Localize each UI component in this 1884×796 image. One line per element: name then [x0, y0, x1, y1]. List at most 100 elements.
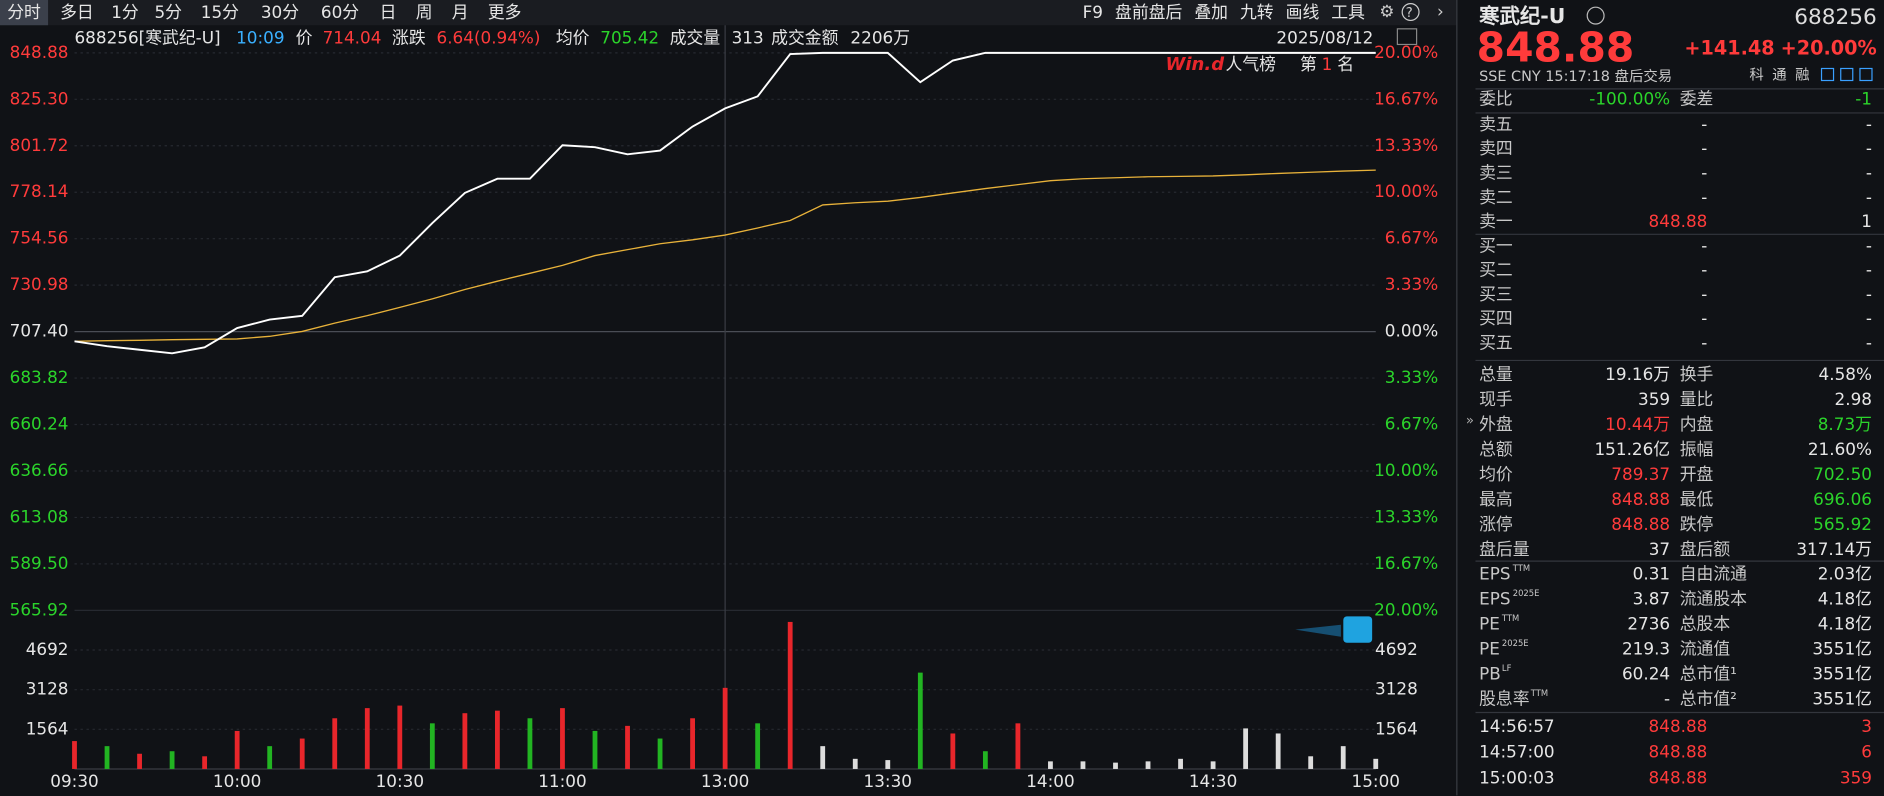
diff: -1	[1855, 89, 1872, 109]
fund-value: 3.87	[1633, 588, 1670, 608]
volume-tick-label-right: 1564	[1375, 718, 1418, 738]
fund-value: 3551亿	[1812, 638, 1872, 658]
order-volume: -	[1866, 187, 1872, 207]
order-price: -	[1701, 162, 1707, 182]
y-pct-label: 13.33%	[1374, 506, 1438, 526]
info-time: 10:09	[236, 27, 284, 47]
add-icon[interactable]	[1859, 67, 1873, 82]
volume-tick-label-right: 3128	[1375, 679, 1418, 699]
volume-bar	[169, 751, 175, 769]
y-pct-label: 20.00%	[1374, 599, 1438, 619]
volume-bar	[267, 746, 273, 769]
ratio: -100.00%	[1589, 89, 1670, 109]
order-volume: -	[1866, 162, 1872, 182]
stat-label: 均价	[1479, 464, 1513, 484]
fund-label-sup: TTM	[1501, 613, 1519, 623]
float-widget[interactable]	[1343, 616, 1373, 643]
y-pct-label: 20.00%	[1374, 42, 1438, 62]
order-price: 848.88	[1649, 211, 1708, 231]
y-tick-label: 683.82	[10, 367, 69, 387]
tab[interactable]: 5分	[154, 2, 182, 22]
tool-button[interactable]: 盘前盘后	[1115, 2, 1182, 22]
order-volume: -	[1866, 284, 1872, 304]
x-tick-label: 09:30	[50, 771, 98, 791]
order-level: 买三	[1479, 284, 1513, 304]
tool-button[interactable]: F9	[1083, 2, 1103, 22]
fund-value: 60.24	[1622, 663, 1670, 683]
tab[interactable]: 15分	[201, 2, 239, 22]
stat-label: 总量	[1479, 364, 1513, 384]
trade-price: 848.88	[1649, 716, 1708, 736]
flag: 通	[1772, 67, 1786, 84]
volume-bar	[1113, 762, 1118, 769]
volume-bar	[560, 708, 565, 769]
stat-value: 8.73万	[1818, 414, 1872, 434]
tab[interactable]: 更多	[488, 2, 522, 22]
ratio-label: 委比	[1479, 89, 1513, 109]
tool-button[interactable]: 画线	[1286, 2, 1320, 22]
y-tick-label: 801.72	[10, 135, 69, 155]
volume-bar	[917, 672, 923, 769]
order-price: -	[1701, 260, 1707, 280]
stat-label: 振幅	[1680, 439, 1714, 459]
volume-tick-label: 1564	[26, 718, 69, 738]
stat-value: 10.44万	[1605, 414, 1670, 434]
fund-label: PE	[1479, 613, 1500, 633]
wp-icon[interactable]	[1396, 28, 1418, 46]
tab[interactable]: 日	[380, 2, 397, 22]
order-price: -	[1701, 308, 1707, 328]
fund-label: 总市值¹	[1680, 663, 1737, 683]
edit-icon[interactable]	[1820, 67, 1835, 82]
order-level: 买五	[1479, 332, 1513, 352]
info-icon[interactable]	[1586, 6, 1605, 25]
badge-rank-prefix: 第	[1300, 54, 1317, 74]
tab[interactable]: 多日	[60, 2, 94, 22]
stat-value: 4.58%	[1819, 364, 1872, 384]
volume-bar	[1015, 723, 1021, 769]
fund-label: EPS	[1479, 588, 1510, 608]
order-volume: -	[1866, 308, 1872, 328]
stock-name: 寒武纪-U	[1479, 4, 1565, 28]
fund-label: PB	[1479, 663, 1501, 683]
tab[interactable]: 30分	[261, 2, 299, 22]
tab[interactable]: 月	[452, 2, 469, 22]
tool-button[interactable]: 叠加	[1194, 2, 1228, 22]
settings-icon[interactable]: ⚙	[1379, 1, 1394, 21]
tab[interactable]: 60分	[321, 2, 359, 22]
window-icon[interactable]	[1840, 67, 1854, 82]
tab[interactable]: 分时	[7, 2, 41, 22]
help-icon[interactable]	[1401, 3, 1420, 22]
flag: 融	[1795, 67, 1809, 84]
stat-value: 151.26亿	[1594, 439, 1670, 459]
tab-active	[0, 0, 49, 26]
y-pct-label: 10.00%	[1374, 460, 1438, 480]
tool-button[interactable]: 工具	[1331, 2, 1365, 22]
order-level: 买二	[1479, 260, 1513, 280]
volume-bar	[397, 705, 403, 769]
tab[interactable]: 1分	[111, 2, 139, 22]
collapse-arrow[interactable]: »	[1466, 414, 1474, 429]
tool-button[interactable]: 九转	[1240, 2, 1274, 22]
next-icon[interactable]: ›	[1437, 1, 1444, 21]
trade-price: 848.88	[1649, 768, 1708, 788]
fund-value: 0.31	[1633, 563, 1670, 583]
stat-label: 换手	[1680, 364, 1714, 384]
trade-volume: 359	[1840, 768, 1872, 788]
fund-value: 3551亿	[1812, 688, 1872, 708]
order-level: 卖五	[1479, 114, 1513, 134]
volume-bar	[885, 760, 891, 769]
y-pct-label: 3.33%	[1385, 274, 1438, 294]
tab[interactable]: 周	[416, 2, 433, 22]
fund-value: 4.18亿	[1818, 588, 1872, 608]
stat-value: 702.50	[1813, 464, 1872, 484]
volume-bar	[950, 733, 956, 769]
y-tick-label: 636.66	[10, 460, 69, 480]
info-avg-label: 均价	[556, 27, 590, 47]
y-pct-label: 16.67%	[1374, 553, 1438, 573]
volume-bar	[462, 713, 468, 769]
diff-label: 委差	[1680, 89, 1714, 109]
y-pct-label: 10.00%	[1374, 181, 1438, 201]
stat-value: 696.06	[1813, 489, 1872, 509]
